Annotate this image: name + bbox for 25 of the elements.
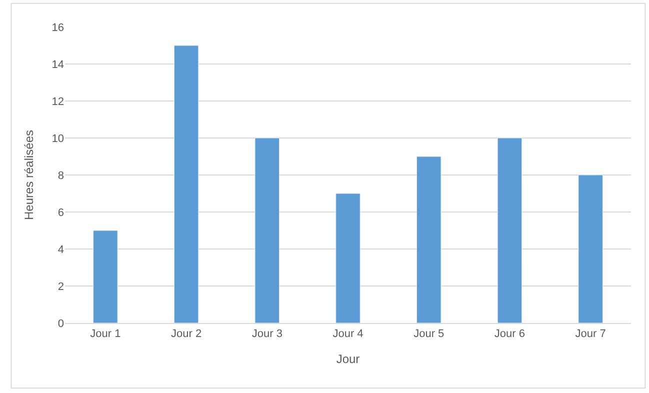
y-tick-label: 4	[58, 244, 64, 256]
bar	[497, 138, 522, 323]
y-tick-label: 2	[58, 280, 64, 293]
bar	[578, 174, 603, 323]
y-tick-label: 8	[58, 170, 64, 182]
bar	[336, 193, 360, 323]
x-tick-label: Jour 5	[414, 328, 444, 340]
y-tick-label: 6	[58, 206, 64, 219]
x-tick-label: Jour 2	[171, 328, 202, 340]
x-tick-label: Jour 3	[252, 328, 282, 340]
x-tick-label: Jour 4	[332, 328, 364, 340]
bar	[254, 138, 280, 323]
x-tick-label: Jour 7	[575, 328, 606, 340]
x-tick-label: Jour 6	[494, 328, 525, 340]
bar	[93, 230, 118, 323]
x-axis-title: Jour	[336, 352, 360, 366]
y-tick-label: 14	[52, 58, 64, 71]
y-tick-label: 16	[52, 22, 64, 34]
x-tick-label: Jour 1	[90, 328, 121, 340]
y-tick-label: 12	[52, 96, 64, 108]
y-axis-title: Heures réalisées	[22, 130, 36, 220]
bar	[416, 156, 442, 323]
bar	[174, 45, 199, 323]
y-tick-label: 10	[52, 132, 64, 145]
y-tick-label: 0	[58, 318, 64, 330]
